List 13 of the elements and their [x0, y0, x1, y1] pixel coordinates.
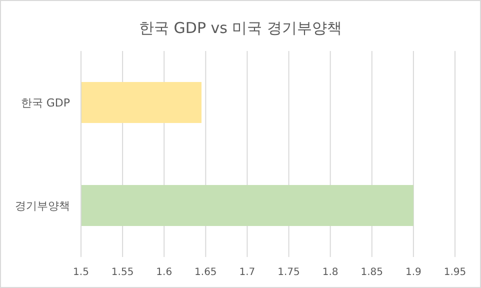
y-tick-label: 경기부양책: [15, 200, 70, 212]
x-tick-label: 1.7: [239, 267, 256, 278]
x-tick-label: 1.65: [194, 267, 217, 278]
x-tick-label: 1.55: [111, 267, 134, 278]
x-tick-label: 1.85: [360, 267, 384, 278]
x-tick-label: 1.8: [322, 267, 338, 278]
x-tick-label: 1.95: [444, 267, 466, 278]
title: 한국 GDP vs 미국 경기부양책: [139, 19, 342, 37]
x-tick-label: 1.9: [405, 267, 422, 278]
x-tick-label: 1.6: [156, 267, 172, 278]
y-tick-label: 한국 GDP: [20, 96, 70, 110]
x-tick-label: 1.75: [278, 267, 300, 278]
x-tick-label: 1.5: [73, 267, 89, 278]
